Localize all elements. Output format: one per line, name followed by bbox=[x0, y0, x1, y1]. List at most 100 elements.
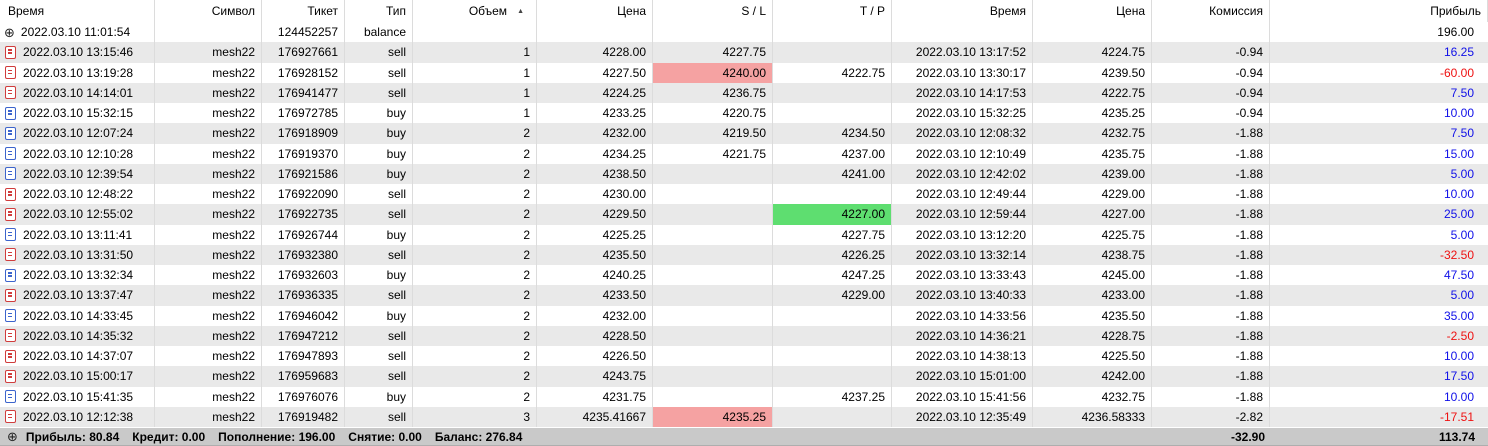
cell-volume: 2 bbox=[413, 325, 537, 346]
deal-row[interactable]: 2022.03.10 12:48:22 mesh22 176922090 sell 2 4… bbox=[0, 184, 1488, 205]
deal-row[interactable]: 2022.03.10 13:32:34 mesh22 176932603 buy 2 42… bbox=[0, 265, 1488, 286]
cell-commission: -1.88 bbox=[1152, 244, 1270, 265]
cell-ticket: 176919370 bbox=[262, 143, 345, 164]
deal-row[interactable]: 2022.03.10 14:37:07 mesh22 176947893 sell 2 4… bbox=[0, 346, 1488, 367]
cell-type: sell bbox=[345, 184, 413, 205]
deal-row[interactable]: 2022.03.10 13:31:50 mesh22 176932380 sell 2 4… bbox=[0, 244, 1488, 265]
sell-deal-icon bbox=[5, 207, 16, 221]
cell-type: buy bbox=[345, 163, 413, 184]
cell-close-time: 2022.03.10 12:10:49 bbox=[892, 143, 1033, 164]
deal-row[interactable]: 2022.03.10 12:12:38 mesh22 176919482 sell 3 4… bbox=[0, 406, 1488, 427]
deal-row[interactable]: 2022.03.10 12:10:28 mesh22 176919370 buy 2 42… bbox=[0, 143, 1488, 164]
sell-deal-icon bbox=[5, 66, 16, 80]
cell-symbol: mesh22 bbox=[155, 346, 262, 367]
cell-open-price: 4228.00 bbox=[537, 42, 653, 63]
col-header-profit[interactable]: Прибыль bbox=[1270, 0, 1488, 22]
cell-ticket: 176941477 bbox=[262, 82, 345, 103]
cell-close-time: 2022.03.10 12:49:44 bbox=[892, 184, 1033, 205]
cell-take-profit bbox=[773, 346, 892, 367]
open-time-text: 2022.03.10 14:33:45 bbox=[23, 308, 134, 323]
col-header-open-price[interactable]: Цена bbox=[537, 0, 653, 22]
open-time-text: 2022.03.10 13:15:46 bbox=[23, 45, 134, 60]
cell-profit: 5.00 bbox=[1450, 166, 1474, 181]
cell-open-time: 2022.03.10 13:32:34 bbox=[0, 265, 155, 286]
cell-close-price: 4232.75 bbox=[1033, 123, 1152, 144]
cell-type: sell bbox=[345, 366, 413, 387]
cell-profit: 10.00 bbox=[1443, 106, 1474, 121]
cell-close-time: 2022.03.10 12:42:02 bbox=[892, 163, 1033, 184]
deal-row[interactable]: 2022.03.10 13:19:28 mesh22 176928152 sell 1 4… bbox=[0, 62, 1488, 83]
col-header-label: S / L bbox=[741, 4, 766, 18]
col-header-volume[interactable]: Объем ▲ bbox=[413, 0, 537, 22]
sell-deal-icon bbox=[5, 288, 16, 302]
cell-commission: -1.88 bbox=[1152, 346, 1270, 367]
cell-ticket: 176932603 bbox=[262, 265, 345, 286]
col-header-take-profit[interactable]: T / P bbox=[773, 0, 892, 22]
deal-row[interactable]: 2022.03.10 14:14:01 mesh22 176941477 sell 1 4… bbox=[0, 82, 1488, 103]
col-header-symbol[interactable]: Символ bbox=[155, 0, 262, 22]
deal-row[interactable]: 2022.03.10 12:39:54 mesh22 176921586 buy 2 42… bbox=[0, 163, 1488, 184]
col-header-close-price[interactable]: Цена bbox=[1033, 0, 1152, 22]
deal-row[interactable]: 2022.03.10 14:33:45 mesh22 176946042 buy 2 42… bbox=[0, 305, 1488, 326]
deal-row[interactable]: 2022.03.10 12:07:24 mesh22 176918909 buy 2 42… bbox=[0, 123, 1488, 144]
col-header-commission[interactable]: Комиссия bbox=[1152, 0, 1270, 22]
col-header-label: Время bbox=[8, 4, 45, 18]
cell-open-time: 2022.03.10 14:14:01 bbox=[0, 82, 155, 103]
open-time-text: 2022.03.10 12:55:02 bbox=[23, 207, 134, 222]
cell-symbol: mesh22 bbox=[155, 123, 262, 144]
deal-row[interactable]: 2022.03.10 12:55:02 mesh22 176922735 sell 2 4… bbox=[0, 204, 1488, 225]
cell-open-time: 2022.03.10 12:12:38 bbox=[0, 406, 155, 427]
cell-symbol: mesh22 bbox=[155, 143, 262, 164]
cell-take-profit bbox=[773, 325, 892, 346]
sell-deal-icon bbox=[5, 248, 16, 262]
cell-stop-loss: 4240.00 bbox=[653, 62, 773, 83]
cell-open-price: 4238.50 bbox=[537, 163, 653, 184]
col-header-ticket[interactable]: Тикет bbox=[262, 0, 345, 22]
open-time-text: 2022.03.10 12:10:28 bbox=[23, 146, 134, 161]
cell-stop-loss bbox=[653, 366, 773, 387]
cell-profit: 5.00 bbox=[1450, 288, 1474, 303]
cell-open-price: 4227.50 bbox=[537, 62, 653, 83]
cell-symbol: mesh22 bbox=[155, 244, 262, 265]
cell-profit: -60.00 bbox=[1439, 65, 1474, 80]
cell-ticket: 176946042 bbox=[262, 305, 345, 326]
deal-row[interactable]: 2022.03.10 13:37:47 mesh22 176936335 sell 2 4… bbox=[0, 285, 1488, 306]
deal-row[interactable]: 2022.03.10 13:15:46 mesh22 176927661 sell 1 4… bbox=[0, 42, 1488, 63]
cell-close-price: 4232.75 bbox=[1033, 386, 1152, 407]
cell-ticket: 176972785 bbox=[262, 103, 345, 124]
cell-profit: 7.50 bbox=[1450, 85, 1474, 100]
deal-row[interactable]: 2022.03.10 13:11:41 mesh22 176926744 buy 2 42… bbox=[0, 224, 1488, 245]
account-summary: Прибыль: 80.84 Кредит: 0.00 Пополнение: 19… bbox=[26, 430, 522, 444]
cell-open-price: 4224.25 bbox=[537, 82, 653, 103]
cell-take-profit: 4241.00 bbox=[773, 163, 892, 184]
cell-type: buy bbox=[345, 386, 413, 407]
deal-row[interactable]: 2022.03.10 14:35:32 mesh22 176947212 sell 2 4… bbox=[0, 325, 1488, 346]
cell-take-profit: 4227.75 bbox=[773, 224, 892, 245]
cell-stop-loss bbox=[653, 163, 773, 184]
cell-take-profit bbox=[773, 42, 892, 63]
cell-open-price: 4243.75 bbox=[537, 366, 653, 387]
deal-row[interactable]: 2022.03.10 15:00:17 mesh22 176959683 sell 2 4… bbox=[0, 366, 1488, 387]
cell-close-time: 2022.03.10 14:36:21 bbox=[892, 325, 1033, 346]
col-header-stop-loss[interactable]: S / L bbox=[653, 0, 773, 22]
cell-volume: 2 bbox=[413, 265, 537, 286]
col-header-close-time[interactable]: Время bbox=[892, 0, 1033, 22]
cell-open-time: 2022.03.10 15:41:35 bbox=[0, 386, 155, 407]
cell-open-price: 4226.50 bbox=[537, 346, 653, 367]
cell-open-time: 2022.03.10 14:33:45 bbox=[0, 305, 155, 326]
deal-row[interactable]: 2022.03.10 15:41:35 mesh22 176976076 buy 2 42… bbox=[0, 386, 1488, 407]
col-header-open-time[interactable]: Время bbox=[0, 0, 155, 22]
cell-open-time: 2022.03.10 13:11:41 bbox=[0, 224, 155, 245]
balance-row[interactable]: ⊕ 2022.03.10 11:01:54 124452257 balance 196.… bbox=[0, 22, 1488, 43]
deal-row[interactable]: 2022.03.10 15:32:15 mesh22 176972785 buy 1 42… bbox=[0, 103, 1488, 124]
cell-type: sell bbox=[345, 82, 413, 103]
cell-volume: 2 bbox=[413, 163, 537, 184]
cell-open-price: 4234.25 bbox=[537, 143, 653, 164]
cell-take-profit: 4234.50 bbox=[773, 123, 892, 144]
col-header-type[interactable]: Тип bbox=[345, 0, 413, 22]
cell-volume: 1 bbox=[413, 82, 537, 103]
cell-open-price: 4228.50 bbox=[537, 325, 653, 346]
cell-open-time: 2022.03.10 12:39:54 bbox=[0, 163, 155, 184]
cell-ticket: 176921586 bbox=[262, 163, 345, 184]
buy-deal-icon bbox=[5, 126, 16, 140]
